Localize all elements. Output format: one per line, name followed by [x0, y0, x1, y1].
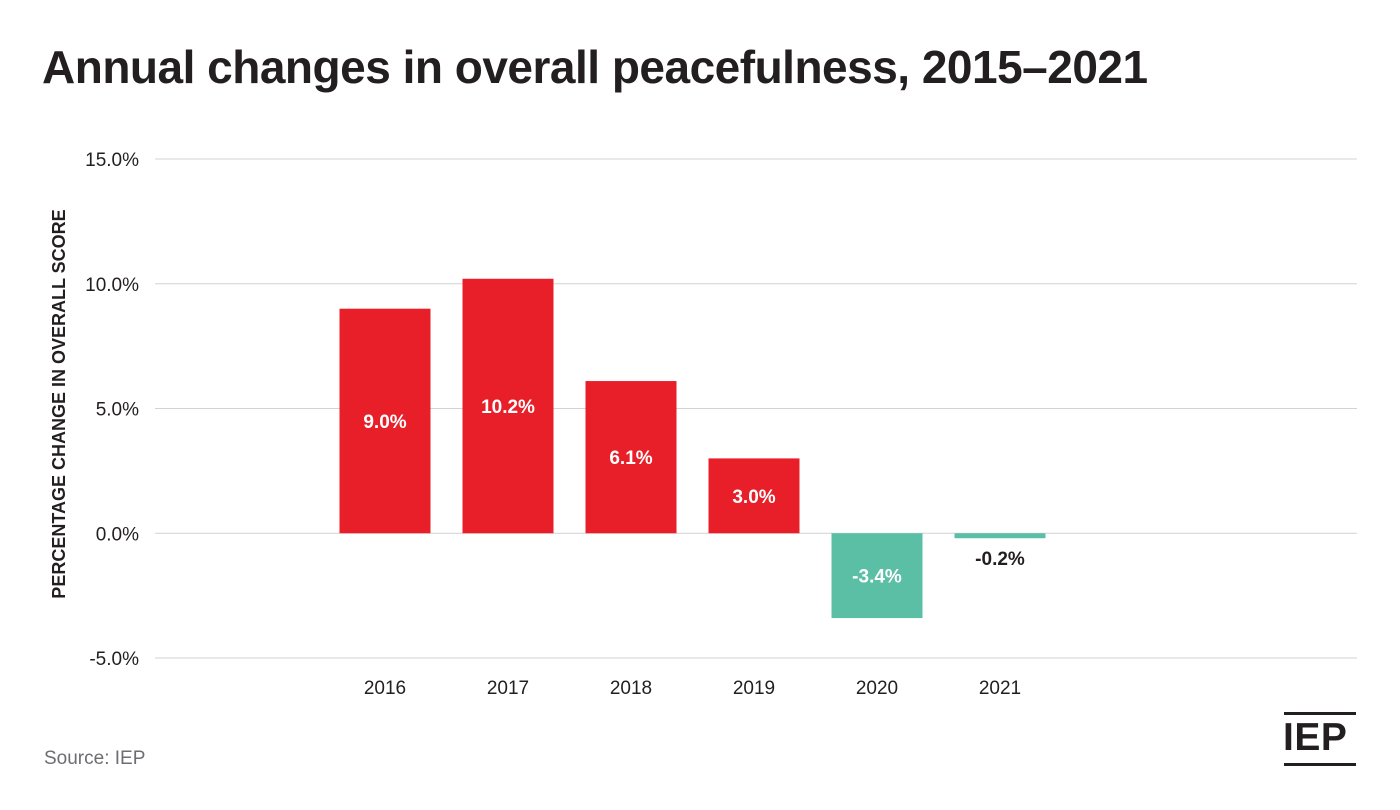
data-label: 9.0% [363, 412, 406, 433]
data-label: -3.4% [852, 567, 902, 588]
x-tick-label: 2019 [733, 678, 775, 699]
x-axis-ticks: 2016 2017 2018 2019 2020 2021 [364, 678, 1021, 699]
data-labels: 9.0% 10.2% 6.1% 3.0% -3.4% -0.2% [363, 397, 1025, 588]
bar-2020 [831, 533, 923, 619]
source-note: Source: IEP [44, 748, 146, 769]
x-tick-label: 2016 [364, 678, 406, 699]
bar-chart: 15.0% 10.0% 5.0% 0.0% -5.0% 2016 2017 2018 2019… [49, 150, 1357, 699]
bars [339, 278, 1046, 619]
bar-2021 [954, 533, 1046, 539]
data-label: 3.0% [732, 487, 775, 508]
data-label: -0.2% [975, 549, 1025, 570]
y-tick-label: -5.0% [89, 649, 139, 670]
logo-rule-top [1284, 712, 1356, 715]
y-tick-label: 5.0% [96, 400, 139, 421]
bar-2019 [708, 458, 800, 534]
x-tick-label: 2018 [610, 678, 652, 699]
y-tick-label: 15.0% [85, 150, 139, 171]
x-tick-label: 2017 [487, 678, 529, 699]
bar-2016 [339, 308, 431, 534]
chart-title: Annual changes in overall peacefulness, … [42, 41, 1148, 93]
gridlines [155, 158, 1357, 659]
logo-rule-bottom [1284, 763, 1356, 766]
y-tick-label: 10.0% [85, 275, 139, 296]
x-tick-label: 2020 [856, 678, 898, 699]
x-tick-label: 2021 [979, 678, 1021, 699]
y-axis-ticks: 15.0% 10.0% 5.0% 0.0% -5.0% [85, 150, 139, 670]
data-label: 10.2% [481, 397, 535, 418]
y-tick-label: 0.0% [96, 524, 139, 545]
logo-text: IEP [1283, 716, 1348, 759]
iep-logo: IEP [1283, 712, 1358, 768]
data-label: 6.1% [609, 448, 652, 469]
bar-2017 [462, 278, 554, 534]
y-axis-label: PERCENTAGE CHANGE IN OVERALL SCORE [49, 209, 69, 598]
bar-2018 [585, 381, 677, 534]
